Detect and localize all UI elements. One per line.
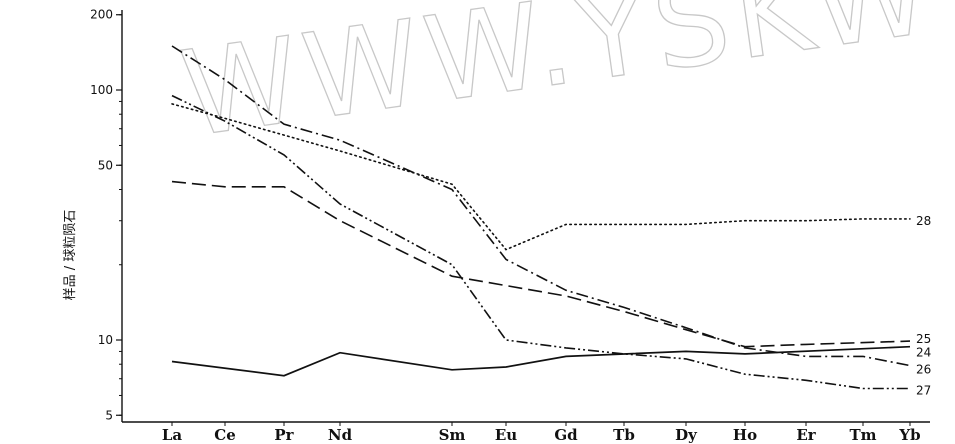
series-label-27: 27 — [916, 383, 931, 397]
y-tick-label: 10 — [98, 333, 113, 347]
series-label-25: 25 — [916, 332, 931, 346]
x-tick-label: Dy — [675, 426, 698, 444]
axes: 5 10 50 100 200 La Ce Pr Nd Sm Eu Gd Tb Dy Ho Er Tm Yb — [90, 8, 930, 444]
x-tick-label: Nd — [328, 426, 353, 444]
series-line-27 — [171, 94, 910, 390]
x-tick-label: Pr — [274, 426, 294, 444]
y-tick-label: 100 — [90, 83, 113, 97]
x-tick-label: La — [162, 426, 183, 444]
x-tick-label: Ce — [214, 426, 235, 444]
series-line-26 — [171, 45, 911, 367]
x-tick-label: Er — [796, 426, 816, 444]
x-tick-label: Tm — [849, 426, 876, 444]
x-tick-label: Eu — [495, 426, 517, 444]
y-tick-label: 50 — [98, 158, 113, 172]
series-label-24: 24 — [916, 346, 931, 360]
x-tick-label: Sm — [439, 426, 466, 444]
series-line-25 — [171, 180, 911, 348]
series-line-28 — [171, 103, 911, 251]
y-tick-label: 5 — [105, 408, 113, 422]
x-tick-label: Gd — [554, 426, 578, 444]
series-line-24 — [171, 345, 911, 377]
x-tick-label: Tb — [613, 426, 635, 444]
x-tick-label: Ho — [733, 426, 757, 444]
series-label-26: 26 — [916, 363, 931, 377]
series-label-28: 28 — [916, 214, 931, 228]
y-tick-label: 200 — [90, 8, 113, 22]
watermark: WWW.YSKW — [173, 0, 944, 164]
x-tick-label: Yb — [898, 426, 920, 444]
y-axis-label: 样品 / 球粒陨石 — [63, 210, 78, 301]
